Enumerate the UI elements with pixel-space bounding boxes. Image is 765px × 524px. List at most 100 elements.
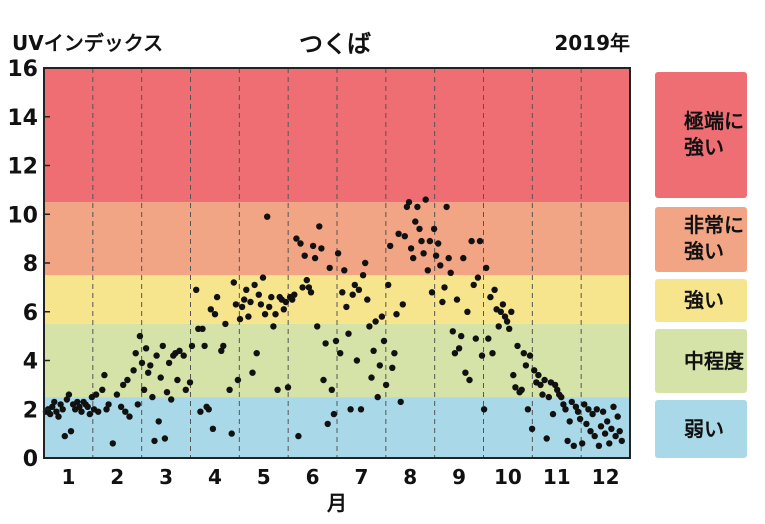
data-point (554, 386, 561, 393)
data-point (568, 398, 575, 406)
y-tick-label: 12 (7, 155, 38, 180)
data-point (120, 381, 127, 389)
data-point (483, 264, 490, 272)
data-point (589, 410, 596, 418)
data-point (95, 408, 102, 415)
x-tick-label: 10 (494, 465, 522, 489)
data-point (428, 289, 436, 296)
data-point (297, 240, 304, 247)
data-point (514, 342, 521, 350)
data-point (188, 342, 196, 350)
data-point (218, 347, 225, 354)
x-tick-label: 5 (257, 465, 271, 489)
y-tick-label: 4 (23, 350, 38, 375)
data-point (601, 430, 609, 437)
data-point (305, 284, 313, 291)
data-point (410, 254, 417, 262)
data-point (558, 393, 565, 401)
data-point (59, 406, 66, 413)
data-point (470, 281, 477, 289)
data-point (353, 357, 361, 364)
data-point (243, 286, 250, 293)
x-tick-label: 12 (592, 465, 620, 489)
y-tick-label: 16 (7, 57, 38, 82)
data-point (226, 386, 233, 393)
data-point (284, 384, 292, 391)
data-point (259, 274, 267, 281)
data-point (67, 428, 75, 435)
data-point (320, 376, 327, 384)
data-point (528, 425, 536, 432)
data-point (293, 235, 300, 242)
data-point (453, 296, 461, 303)
data-point (332, 337, 340, 345)
data-point (161, 435, 169, 442)
data-point (439, 298, 446, 306)
data-point (268, 293, 275, 301)
x-tick-label: 8 (403, 465, 417, 489)
data-point (581, 401, 588, 408)
data-point (99, 386, 106, 393)
data-point (385, 281, 392, 289)
data-point (280, 306, 287, 313)
data-point (587, 428, 594, 435)
data-point (474, 274, 482, 281)
data-point (426, 237, 434, 245)
y-axis-label: UVインデックス (12, 31, 163, 55)
data-point (349, 291, 356, 298)
data-point (487, 293, 494, 301)
data-point (535, 371, 542, 379)
data-point (124, 376, 131, 384)
data-point (155, 418, 162, 425)
data-point (382, 381, 390, 389)
data-point (468, 237, 475, 245)
data-point (366, 323, 373, 330)
legend-swatch (655, 72, 747, 198)
data-point (222, 320, 229, 328)
data-point (147, 362, 154, 369)
data-point (449, 328, 456, 335)
data-point (435, 240, 442, 247)
data-point (372, 318, 379, 325)
data-point (249, 369, 256, 376)
data-point (213, 293, 221, 301)
data-point (126, 413, 133, 420)
data-point (49, 403, 56, 410)
data-point (604, 418, 611, 425)
data-point (539, 391, 546, 398)
y-tick-label: 14 (7, 106, 38, 131)
data-point (591, 432, 598, 440)
x-axis-ticks: 1 2 3 4 5 6 7 8 9 10 11 12 (61, 465, 619, 489)
y-axis-ticks: 0 2 4 6 8 10 12 14 16 (7, 57, 50, 472)
data-point (389, 364, 396, 371)
month-gridlines (92, 68, 582, 458)
data-point (616, 428, 623, 435)
legend-label: 非常に 強い (684, 213, 744, 263)
data-point (441, 284, 448, 291)
data-point (140, 386, 148, 393)
data-point (165, 359, 173, 367)
data-point (520, 350, 527, 357)
data-point (220, 342, 227, 350)
data-point (374, 393, 381, 401)
data-point (316, 223, 323, 230)
data-point (418, 237, 425, 245)
data-point (424, 267, 431, 274)
data-point (230, 279, 237, 286)
data-point (531, 367, 538, 374)
data-point (506, 325, 513, 332)
x-tick-label: 2 (110, 465, 124, 489)
data-point (180, 352, 187, 359)
data-point (324, 420, 331, 428)
data-point (437, 262, 444, 269)
y-tick-label: 6 (23, 301, 38, 326)
data-point (597, 423, 605, 430)
data-point (401, 233, 408, 240)
data-point (174, 376, 181, 384)
data-point (522, 362, 530, 369)
data-point (205, 406, 212, 413)
data-point (478, 352, 486, 359)
data-point (524, 406, 532, 413)
data-point (518, 386, 525, 393)
